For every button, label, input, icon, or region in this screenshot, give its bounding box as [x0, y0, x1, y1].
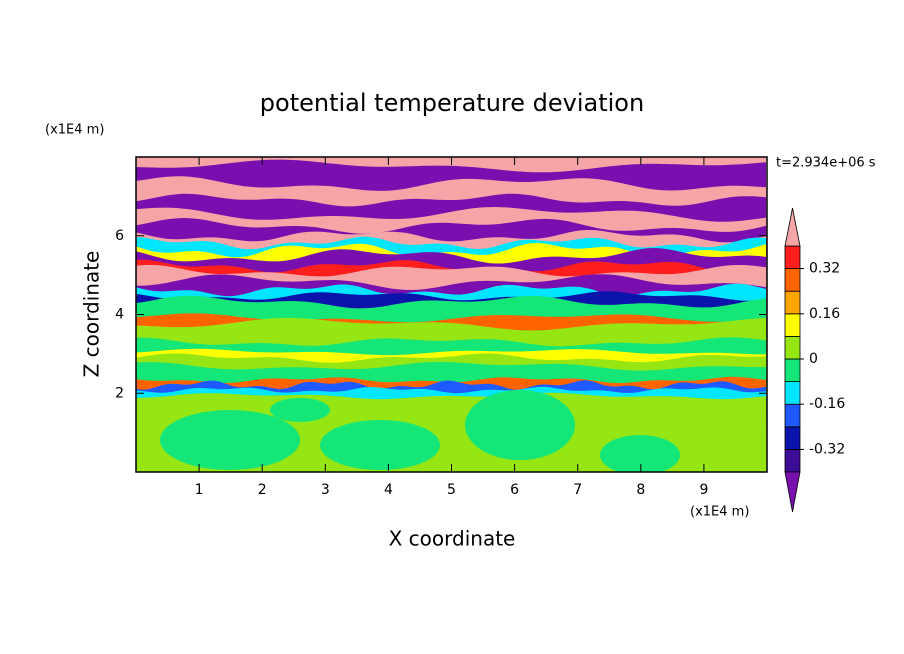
x-tick-label: 6 — [510, 482, 519, 498]
x-tick-label: 3 — [321, 482, 330, 498]
colorbar-box — [784, 403, 801, 428]
chart-title: potential temperature deviation — [260, 89, 644, 117]
contour-field — [136, 157, 767, 472]
field-patch — [270, 398, 330, 422]
field-patch — [320, 420, 440, 470]
colorbar-box — [784, 381, 801, 405]
colorbar-tick-label: 0.16 — [809, 306, 840, 322]
x-axis-label: X coordinate — [389, 527, 516, 551]
y-tick-label: 4 — [115, 307, 124, 323]
colorbar-box — [784, 335, 801, 360]
x-tick-label: 1 — [195, 482, 204, 498]
colorbar-tick-label: 0 — [809, 351, 818, 367]
x-tick-label: 8 — [636, 482, 645, 498]
x-unit: (x1E4 m) — [690, 505, 749, 520]
y-tick-label: 6 — [115, 228, 124, 244]
colorbar-box — [784, 426, 801, 450]
y-tick-label: 2 — [115, 385, 124, 401]
colorbar-box — [784, 358, 801, 383]
colorbar-tick-label: -0.32 — [809, 441, 845, 457]
field-patch — [160, 410, 300, 470]
colorbar-box — [784, 245, 801, 270]
colorbar: 0.32 0.16 0 -0.16 -0.32 — [784, 207, 845, 513]
y-unit: (x1E4 m) — [45, 123, 104, 138]
colorbar-tick-label: -0.16 — [809, 396, 845, 412]
colorbar-extend-high — [784, 207, 801, 247]
colorbar-tick-label: 0.32 — [809, 261, 840, 277]
field-patch — [465, 390, 575, 460]
colorbar-box — [784, 290, 801, 315]
field-patch — [600, 435, 680, 472]
x-tick-label: 2 — [258, 482, 267, 498]
x-tick-label: 9 — [699, 482, 708, 498]
colorbar-box — [784, 448, 801, 473]
x-tick-label: 7 — [573, 482, 582, 498]
x-tick-label: 4 — [384, 482, 393, 498]
colorbar-box — [784, 313, 801, 337]
x-tick-label: 5 — [447, 482, 456, 498]
colorbar-extend-low — [784, 471, 801, 513]
colorbar-box — [784, 268, 801, 292]
time-label: t=2.934e+06 s — [776, 156, 876, 171]
y-axis-label: Z coordinate — [80, 251, 104, 378]
